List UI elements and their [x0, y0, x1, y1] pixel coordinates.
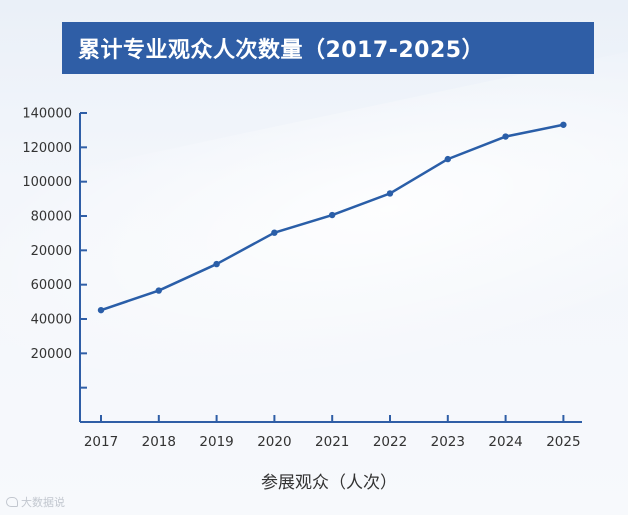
x-tick-label: 2020: [257, 434, 291, 450]
x-tick-label: 2018: [142, 434, 176, 450]
x-tick-label: 2017: [84, 434, 118, 450]
y-tick-label: 20000: [31, 347, 72, 362]
watermark: 大数据说: [6, 494, 65, 510]
y-tick-label: 120000: [22, 141, 72, 156]
chat-bubble-icon: [6, 497, 18, 507]
chart-title-banner: 累计专业观众人次数量（2017-2025）: [62, 22, 594, 74]
y-tick-label: 40000: [31, 313, 72, 328]
watermark-text: 大数据说: [21, 496, 65, 509]
data-point: [502, 133, 509, 140]
chart-title: 累计专业观众人次数量（2017-2025）: [78, 38, 485, 63]
y-tick-label: 100000: [22, 175, 72, 190]
y-tick-label: 140000: [22, 107, 72, 122]
data-point: [329, 211, 336, 219]
x-tick-label: 2025: [546, 434, 580, 450]
x-tick-label: 2024: [488, 434, 522, 450]
data-point: [444, 155, 451, 163]
y-tick-label: 80000: [31, 210, 72, 225]
data-point: [155, 287, 162, 294]
data-point: [97, 306, 105, 314]
y-tick-label: 20000: [31, 244, 72, 259]
x-tick-label: 2023: [431, 434, 465, 450]
x-tick-label: 2019: [199, 434, 233, 450]
x-tick-label: 2021: [315, 434, 349, 450]
data-point: [213, 260, 220, 268]
y-tick-label: 60000: [31, 278, 72, 293]
x-axis-title: 参展观众（人次）: [261, 473, 397, 493]
data-point: [271, 229, 278, 236]
x-tick-label: 2022: [373, 434, 407, 450]
data-point: [560, 121, 567, 128]
data-point: [386, 190, 394, 197]
